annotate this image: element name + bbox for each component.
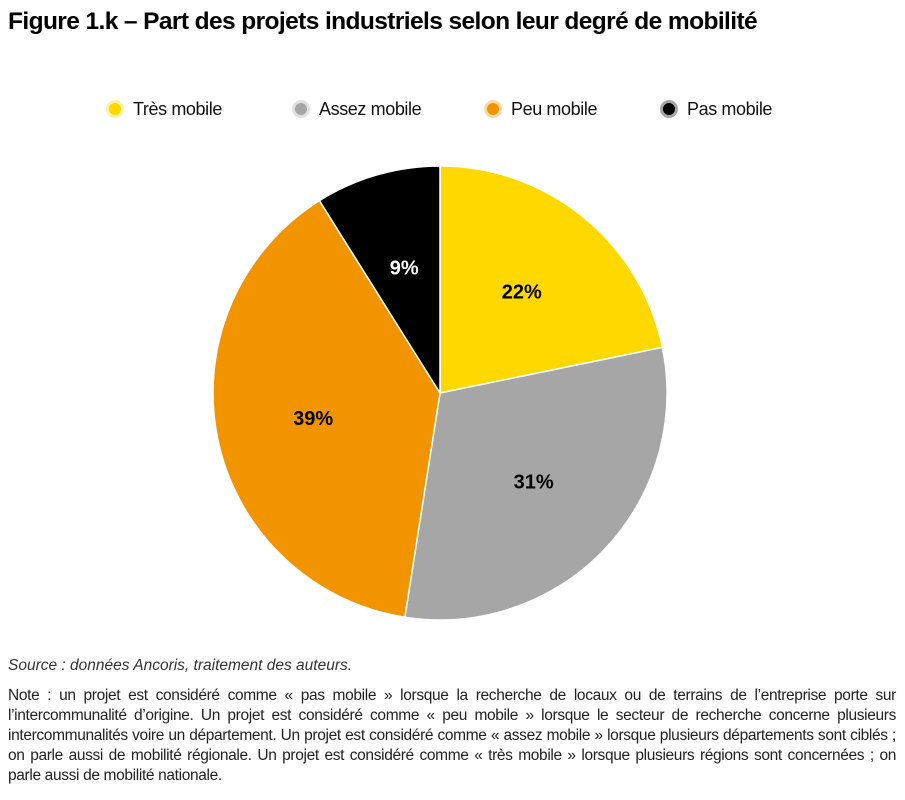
legend-label-assez-mobile: Assez mobile <box>319 98 422 119</box>
legend-label-tres-mobile: Très mobile <box>133 98 222 119</box>
legend-item-assez-mobile: Assez mobile <box>292 96 422 122</box>
pie-slice-tres-mobile <box>439 165 664 394</box>
legend-marker-assez-mobile <box>292 100 310 118</box>
definition-note: Note : un projet est considéré comme « p… <box>8 687 896 784</box>
slice-label-assez-mobile: 31% <box>514 471 554 493</box>
legend-marker-peu-mobile <box>484 100 502 118</box>
slice-label-tres-mobile: 22% <box>502 282 542 304</box>
legend-item-tres-mobile: Très mobile <box>106 96 222 122</box>
slice-label-pas-mobile: 9% <box>390 258 419 280</box>
slice-label-peu-mobile: 39% <box>293 408 333 430</box>
chart-legend: Très mobile Assez mobile Peu mobile Pas … <box>0 96 905 122</box>
legend-marker-pas-mobile <box>660 100 678 118</box>
pie-chart: 22% 31% 39% 9% <box>212 165 668 621</box>
pie-slice-assez-mobile <box>403 346 668 621</box>
source-note: Source : données Ancoris, traitement des… <box>8 657 353 674</box>
legend-label-pas-mobile: Pas mobile <box>687 98 773 119</box>
legend-item-peu-mobile: Peu mobile <box>484 96 597 122</box>
legend-label-peu-mobile: Peu mobile <box>511 98 598 119</box>
pie-slice-pas-mobile <box>318 165 441 396</box>
pie-slice-peu-mobile <box>212 199 441 619</box>
figure-title: Figure 1.k – Part des projets industriel… <box>8 8 758 35</box>
legend-item-pas-mobile: Pas mobile <box>660 96 772 122</box>
legend-marker-tres-mobile <box>106 100 124 118</box>
